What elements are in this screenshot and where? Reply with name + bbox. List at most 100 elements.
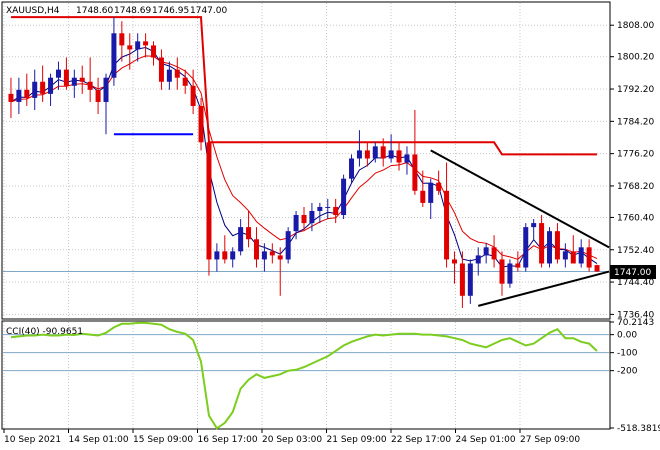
candle-body [206, 142, 212, 260]
price-tick-label: 1752.40 [617, 246, 654, 256]
candle-body [143, 41, 149, 46]
candle-body [396, 150, 402, 163]
cci-series [10, 321, 598, 430]
candle-body [420, 190, 426, 203]
cci-panel-frame [1, 320, 611, 430]
current-price-tag [610, 265, 656, 279]
candle-body [127, 45, 133, 50]
candle-body [570, 251, 576, 264]
candle-body [301, 215, 307, 224]
candle-body [214, 251, 220, 260]
candle-body [190, 85, 196, 106]
candle-body [333, 206, 339, 216]
time-tick-label: 21 Sep 09:00 [327, 435, 387, 445]
cci-tick-label: 70.2143 [617, 318, 654, 328]
candle-body [87, 81, 93, 90]
candle-body [309, 210, 315, 224]
candle-body [341, 178, 347, 216]
candle-body [364, 150, 370, 159]
ohlc-high: 1748.69 [114, 6, 151, 16]
time-axis: 10 Sep 2021 14 Sep 01:00 15 Sep 09:00 16 Se… [3, 429, 580, 445]
candle-body [491, 247, 497, 260]
ohlc-open: 1748.60 [76, 6, 113, 16]
cci-label: CCI(40) -90.9651 [6, 327, 83, 337]
candle-body [515, 263, 521, 268]
candle-body [103, 77, 109, 102]
candle-body [554, 231, 560, 260]
candles [8, 17, 600, 308]
candle-body [372, 146, 378, 159]
candle-body [261, 251, 267, 260]
candle-body [16, 89, 22, 102]
step-level-line [11, 16, 597, 156]
price-tick-label: 1744.40 [617, 278, 654, 288]
candle-body [436, 182, 442, 191]
candle-body [475, 255, 481, 264]
cci-tick-label: -100 [617, 349, 638, 359]
ohlc-close: 1747.00 [190, 6, 227, 16]
time-tick-label: 24 Sep 01:00 [456, 435, 516, 445]
price-tick-label: 1784.20 [617, 117, 654, 127]
candle-body [578, 247, 584, 264]
price-tick-label: 1792.20 [617, 85, 654, 95]
candle-body [547, 231, 553, 264]
cci-axis: 70.2143 0.00 -100 -200 -518.3819 [610, 318, 660, 434]
candle-body [238, 227, 244, 252]
candle-body [79, 77, 85, 82]
cci-panel: 70.2143 0.00 -100 -200 -518.3819 CCI(40) -90… [1, 318, 660, 434]
candle-body [182, 77, 188, 86]
candle-body [349, 158, 355, 179]
time-tick-label: 27 Sep 09:00 [520, 435, 580, 445]
candle-body [55, 69, 61, 78]
candle-body [594, 265, 600, 272]
candle-body [32, 81, 38, 98]
candle-body [285, 231, 291, 260]
candle-body [135, 41, 141, 50]
candle-body [451, 259, 457, 264]
candle-body [71, 77, 77, 86]
symbol-label: XAUUSD,H4 [6, 6, 60, 16]
candle-body [444, 190, 450, 260]
candle-body [317, 206, 323, 211]
price-tick-label: 1736.40 [617, 310, 654, 320]
candle-body [586, 247, 592, 268]
candle-body [380, 146, 386, 159]
candle-body [277, 255, 283, 260]
candle-body [293, 215, 299, 232]
candle-body [562, 251, 568, 260]
candle-body [230, 251, 236, 260]
candle-body [253, 239, 259, 260]
candle-body [40, 81, 46, 94]
candle-body [467, 263, 473, 296]
candle-body [507, 263, 513, 284]
cci-tick-label: 0.00 [617, 331, 637, 341]
candle-body [428, 182, 434, 203]
candle-body [388, 150, 394, 159]
candle-body [24, 89, 30, 98]
candle-body [356, 150, 362, 159]
candle-body [483, 247, 489, 256]
candle-body [63, 69, 69, 86]
candle-body [499, 259, 505, 284]
candle-body [166, 69, 172, 82]
candle-body [151, 45, 157, 58]
candle-body [459, 263, 465, 296]
candle-body [8, 93, 14, 102]
upper-trendline [430, 149, 610, 249]
candle-body [246, 227, 252, 240]
price-tick-label: 1808.00 [617, 21, 654, 31]
time-tick-label: 14 Sep 01:00 [69, 435, 129, 445]
time-tick-label: 15 Sep 09:00 [133, 435, 193, 445]
candle-body [523, 227, 529, 268]
candle-body [95, 89, 101, 102]
time-tick-label: 20 Sep 03:00 [262, 435, 322, 445]
candle-body [412, 154, 418, 191]
time-tick-label: 10 Sep 2021 [4, 435, 61, 445]
candle-body [48, 77, 54, 94]
price-tick-label: 1776.20 [617, 150, 654, 160]
price-tick-label: 1768.20 [617, 182, 654, 192]
candle-body [404, 154, 410, 163]
candle-body [325, 206, 331, 208]
